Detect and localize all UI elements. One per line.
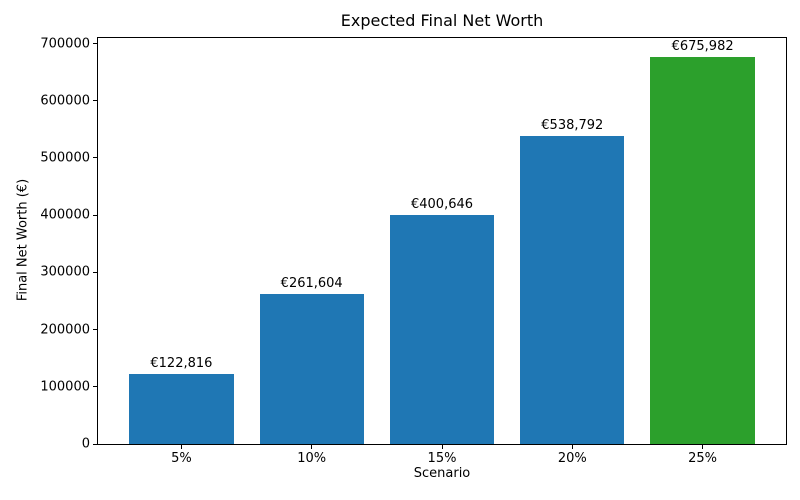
x-tick-mark xyxy=(311,444,313,449)
x-tick-label: 5% xyxy=(171,451,192,466)
x-tick-label: 15% xyxy=(427,451,457,466)
y-tick-label: 200000 xyxy=(40,322,90,338)
y-tick-label: 600000 xyxy=(40,93,90,109)
x-tick-mark xyxy=(702,444,704,449)
bar-value-label: €261,604 xyxy=(280,276,343,292)
y-tick-mark xyxy=(93,214,98,216)
bar-value-label: €538,792 xyxy=(541,117,604,133)
bar xyxy=(650,57,755,444)
bar-value-label: €675,982 xyxy=(671,39,734,55)
y-tick-label: 400000 xyxy=(40,207,90,223)
y-tick-mark xyxy=(93,271,98,273)
x-tick-mark xyxy=(180,444,182,449)
y-tick-label: 700000 xyxy=(40,36,90,52)
bar xyxy=(259,294,364,444)
bar-value-label: €400,646 xyxy=(410,196,474,212)
bar xyxy=(129,373,234,444)
x-tick-label: 10% xyxy=(297,451,327,466)
y-axis-label: Final Net Worth (€) xyxy=(15,178,31,302)
x-tick-label: 20% xyxy=(557,451,587,466)
x-tick-label: 25% xyxy=(688,451,718,466)
bar xyxy=(520,135,625,444)
y-tick-mark xyxy=(93,157,98,159)
plot-area: 0 100000 200000 300000 400000 500000 600000 700… xyxy=(40,36,787,466)
x-axis-label: Scenario xyxy=(413,466,471,481)
y-tick-mark xyxy=(93,329,98,331)
y-tick-label: 500000 xyxy=(40,150,90,166)
y-tick-mark xyxy=(93,386,98,388)
y-tick-mark xyxy=(93,100,98,102)
y-tick-mark xyxy=(93,443,98,445)
y-tick-label: 100000 xyxy=(40,379,90,395)
bar xyxy=(389,214,495,444)
x-tick-mark xyxy=(441,444,443,449)
y-tick-mark xyxy=(93,43,98,45)
y-tick-label: 300000 xyxy=(40,264,90,280)
y-tick-label: 0 xyxy=(81,436,90,452)
x-tick-mark xyxy=(571,444,573,449)
chart-title: Expected Final Net Worth xyxy=(340,11,544,30)
bar-value-label: €122,816 xyxy=(150,355,213,371)
